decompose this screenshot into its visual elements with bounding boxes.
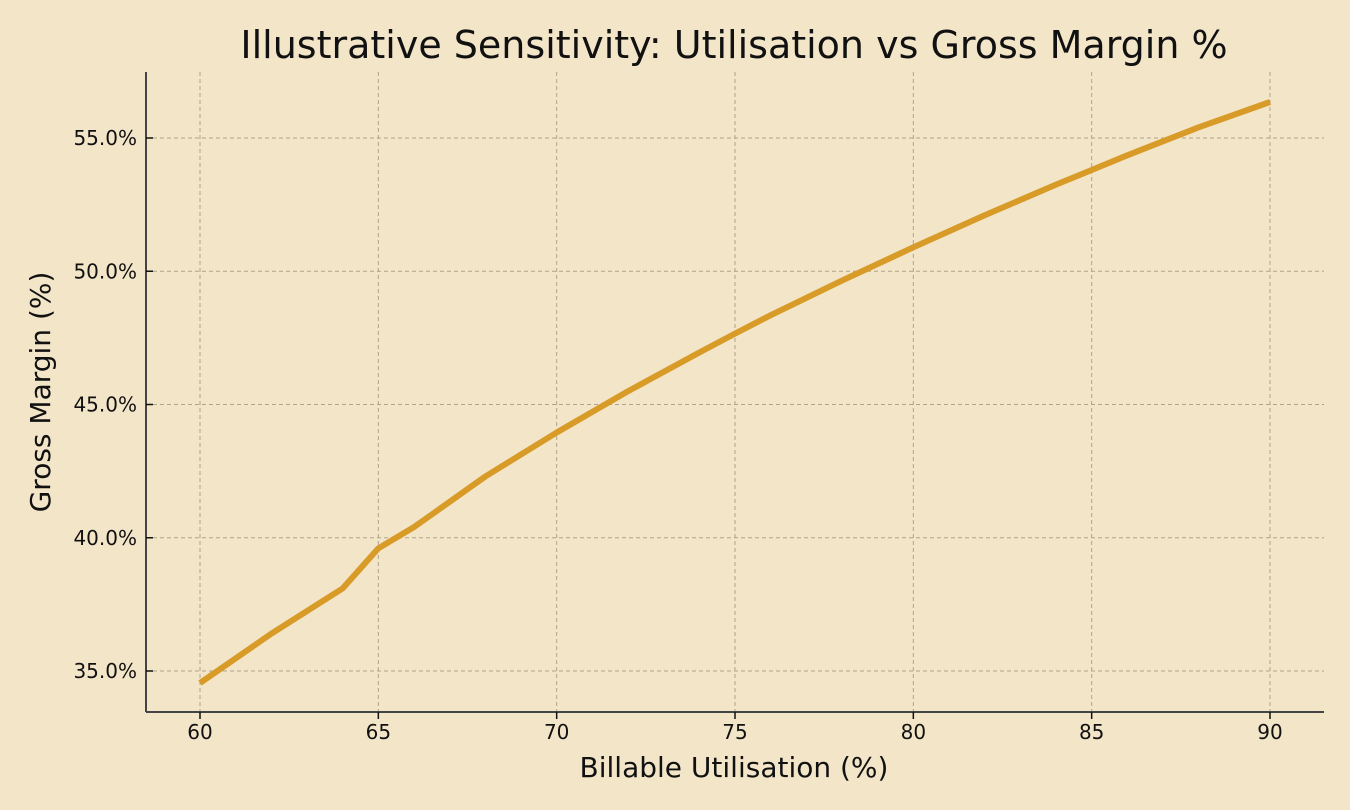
x-tick-label: 70 [544, 720, 569, 744]
axes [145, 72, 1324, 719]
chart-title: Illustrative Sensitivity: Utilisation vs… [240, 23, 1227, 67]
y-tick-label: 35.0% [73, 659, 137, 683]
x-axis-label: Billable Utilisation (%) [580, 751, 889, 784]
y-tick-label: 55.0% [73, 126, 137, 150]
x-tick-label: 65 [366, 720, 391, 744]
x-tick-label: 90 [1257, 720, 1282, 744]
x-tick-label: 80 [901, 720, 926, 744]
grid-lines [146, 72, 1324, 712]
y-tick-label: 50.0% [73, 259, 137, 283]
y-tick-label: 40.0% [73, 526, 137, 550]
x-tick-label: 60 [187, 720, 212, 744]
y-tick-labels: 35.0% 40.0% 45.0% 50.0% 55.0% [73, 126, 137, 683]
x-tick-label: 75 [722, 720, 747, 744]
y-tick-label: 45.0% [73, 393, 137, 417]
x-tick-label: 85 [1079, 720, 1104, 744]
y-axis-label: Gross Margin (%) [24, 272, 57, 513]
x-tick-labels: 60 65 70 75 80 85 90 [187, 720, 1282, 744]
gross-margin-line [198, 99, 1272, 686]
